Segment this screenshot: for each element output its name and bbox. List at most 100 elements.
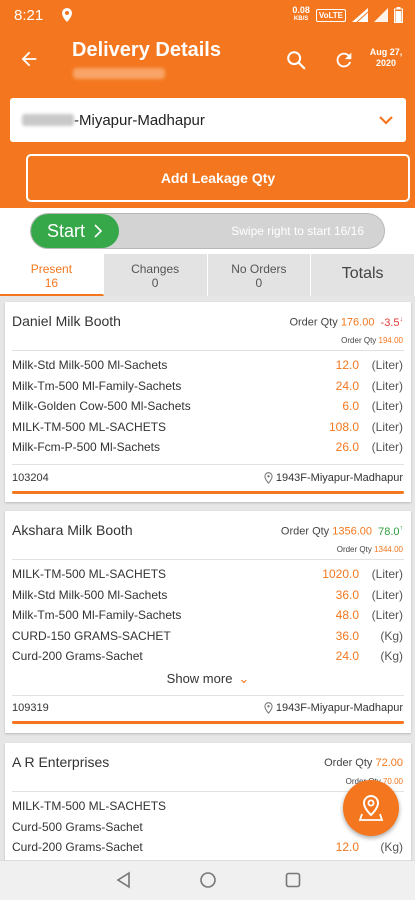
order-qty: Order Qty 1356.00 78.0↑: [281, 525, 403, 538]
product-unit: (Liter): [371, 378, 403, 393]
tab-changes[interactable]: Changes 0: [103, 254, 208, 296]
list-item: Milk-Golden Cow-500 Ml-Sachets 6.0 (Liter): [12, 399, 403, 420]
product-name: Milk-Std Milk-500 Ml-Sachets: [12, 358, 168, 372]
signal-icon-2: [374, 8, 388, 22]
show-more-button[interactable]: Show more ⌄: [5, 671, 411, 687]
order-qty-value: 72.00: [375, 757, 403, 769]
swipe-start-knob[interactable]: Start: [31, 214, 119, 248]
divider: [12, 559, 404, 560]
list-item: Curd-200 Grams-Sachet 12.0 (Kg): [12, 840, 403, 860]
product-qty: 48.0: [335, 608, 359, 622]
nav-home-icon[interactable]: [198, 870, 218, 890]
list-item: Milk-Tm-500 Ml-Family-Sachets 48.0 (Liter): [12, 608, 403, 629]
product-name: Milk-Golden Cow-500 Ml-Sachets: [12, 399, 191, 413]
list-item: Curd-200 Grams-Sachet 24.0 (Kg): [12, 649, 403, 670]
order-qty-diff: 78.0: [378, 525, 400, 538]
divider: [12, 791, 404, 792]
map-route-fab[interactable]: [343, 780, 399, 836]
chevron-right-icon: [94, 224, 103, 238]
date-line1: Aug 27,: [369, 47, 403, 57]
network-speed: 0.08 KB/S: [292, 6, 310, 24]
product-unit: (Liter): [371, 440, 403, 454]
search-icon[interactable]: [285, 49, 307, 71]
route-dropdown[interactable]: -Miyapur-Madhapur: [10, 98, 406, 142]
status-bar: 8:21 0.08 KB/S VoLTE: [0, 0, 415, 32]
product-name: Milk-Std Milk-500 Ml-Sachets: [12, 587, 168, 602]
order-qty2-label: Order Qty: [341, 336, 377, 345]
volte-badge: VoLTE: [315, 8, 346, 22]
product-name: MILK-TM-500 ML-SACHETS: [12, 567, 167, 581]
customer-code: 109319: [12, 702, 49, 714]
order-qty2-value: 1344.00: [374, 545, 403, 554]
route-panel: -Miyapur-Madhapur Add Leakage Qty: [0, 92, 415, 208]
product-qty: 6.0: [342, 399, 359, 413]
customer-code: 103204: [12, 472, 49, 484]
order-qty-value: 1356.00: [332, 525, 373, 538]
product-unit: (Liter): [371, 587, 403, 602]
tab-changes-count: 0: [151, 276, 159, 290]
order-qty-label: Order Qty: [324, 757, 373, 769]
system-nav-bar: [0, 860, 415, 900]
product-qty: 26.0: [335, 440, 359, 454]
product-name: Curd-500 Grams-Sachet: [12, 819, 143, 834]
chevron-down-icon: [379, 116, 393, 125]
swipe-area: Start Swipe right to start 16/16: [0, 208, 415, 254]
delivery-list[interactable]: Daniel Milk Booth Order Qty 176.00 -3.5↓…: [0, 298, 415, 860]
refresh-icon[interactable]: [333, 49, 355, 71]
product-name: Milk-Fcm-P-500 Ml-Sachets: [12, 440, 161, 454]
location-pin-icon: [264, 702, 273, 714]
product-unit: (Liter): [371, 608, 403, 622]
product-qty: 24.0: [335, 649, 359, 663]
product-name: Milk-Tm-500 Ml-Family-Sachets: [12, 608, 182, 622]
order-qty-label: Order Qty: [289, 316, 338, 329]
product-qty: 12.0: [335, 840, 359, 854]
product-name: Curd-200 Grams-Sachet: [12, 649, 143, 663]
order-qty-diff: -3.5: [380, 316, 400, 329]
add-leakage-qty-button[interactable]: Add Leakage Qty: [26, 154, 410, 202]
list-item: Milk-Fcm-P-500 Ml-Sachets 26.0 (Liter): [12, 440, 403, 461]
product-qty: 108.0: [328, 419, 359, 434]
product-list: MILK-TM-500 ML-SACHETS Curd-500 Grams-Sa…: [12, 799, 403, 860]
tab-present-label: Present: [30, 262, 73, 276]
card-footer: 109319 1943F-Miyapur-Madhapur: [12, 702, 403, 714]
tab-no-orders[interactable]: No Orders 0: [207, 254, 312, 296]
product-name: Milk-Tm-500 Ml-Family-Sachets: [12, 378, 182, 393]
tab-present[interactable]: Present 16: [0, 254, 104, 296]
tab-totals-label: Totals: [341, 265, 384, 282]
tab-totals[interactable]: Totals: [311, 254, 415, 296]
product-unit: (Liter): [371, 399, 403, 413]
delivery-card[interactable]: Daniel Milk Booth Order Qty 176.00 -3.5↓…: [5, 302, 411, 502]
list-item: MILK-TM-500 ML-SACHETS 108.0 (Liter): [12, 420, 403, 441]
booth-name: A R Enterprises: [12, 754, 110, 770]
swipe-to-start-slider[interactable]: Start Swipe right to start 16/16: [30, 213, 385, 249]
list-item: Milk-Tm-500 Ml-Family-Sachets 24.0 (Liter): [12, 379, 403, 400]
delivery-card[interactable]: Akshara Milk Booth Order Qty 1356.00 78.…: [5, 511, 411, 733]
map-pin-icon: [358, 794, 384, 821]
back-arrow-icon[interactable]: [18, 48, 40, 70]
up-arrow-icon: ↑: [399, 525, 404, 532]
filter-tabs: Present 16 Changes 0 No Orders 0 Totals: [0, 254, 415, 296]
nav-back-icon[interactable]: [114, 870, 134, 890]
customer-location: 1943F-Miyapur-Madhapur: [275, 472, 403, 484]
product-name: Curd-200 Grams-Sachet: [12, 840, 143, 854]
product-unit: (Liter): [371, 567, 403, 581]
location-pin-icon: [264, 472, 273, 484]
product-unit: (Kg): [380, 649, 403, 663]
list-item: Curd-500 Grams-Sachet: [12, 820, 403, 841]
card-footer: 103204 1943F-Miyapur-Madhapur: [12, 472, 403, 484]
chevron-down-icon: ⌄: [238, 671, 250, 686]
card-accent-line: [12, 491, 404, 494]
date-line2: 2020: [375, 58, 397, 68]
order-qty: Order Qty 72.00: [324, 757, 403, 769]
nav-recents-icon[interactable]: [283, 870, 303, 890]
order-qty-value: 176.00: [340, 316, 375, 329]
page-title: Delivery Details: [72, 39, 221, 61]
down-arrow-icon: ↓: [399, 316, 404, 323]
swipe-start-label: Start: [47, 220, 86, 241]
show-more-label: Show more: [166, 671, 233, 686]
route-dropdown-value: -Miyapur-Madhapur: [74, 111, 205, 129]
product-qty: 12.0: [335, 358, 359, 372]
divider: [12, 350, 404, 351]
page-subtitle-redacted: [73, 68, 165, 79]
product-unit: (Liter): [371, 358, 403, 372]
